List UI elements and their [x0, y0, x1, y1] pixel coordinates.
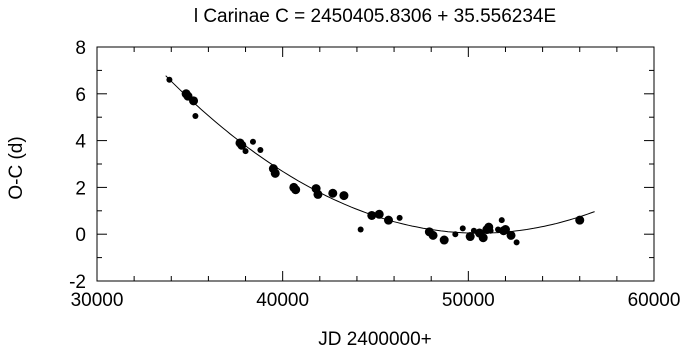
plot-area: 30000 40000 50000 60000 -2 0 2 4 6 8: [69, 38, 680, 311]
data-point: [506, 230, 516, 240]
x-tick-label: 30000: [71, 290, 124, 311]
y-tick-label: 8: [75, 38, 86, 59]
data-point: [249, 138, 256, 145]
data-point: [357, 226, 364, 233]
data-point: [192, 113, 199, 120]
data-point: [313, 189, 323, 199]
y-tick-label: -2: [69, 272, 86, 293]
y-tick-label: 6: [75, 85, 86, 106]
x-tick-label: 60000: [628, 290, 681, 311]
x-axis-label: JD 2400000+: [318, 329, 432, 350]
data-point: [487, 227, 494, 234]
data-point: [166, 76, 173, 83]
data-point: [439, 235, 449, 245]
plot-frame: [96, 46, 655, 282]
data-point: [575, 215, 585, 225]
y-tick-label: 4: [75, 132, 86, 153]
data-point: [513, 239, 520, 246]
fit-curve: [165, 75, 595, 234]
data-point: [242, 148, 249, 155]
data-point: [396, 214, 403, 221]
data-point: [459, 225, 466, 232]
x-tick-label: 40000: [256, 290, 309, 311]
y-tick-label: 2: [75, 178, 86, 199]
chart-title: l Carinae C = 2450405.8306 + 35.556234E: [194, 6, 556, 27]
data-point: [291, 185, 301, 195]
data-point: [189, 96, 199, 106]
x-tick-label: 50000: [442, 290, 495, 311]
data-point: [367, 210, 377, 220]
y-axis-label: O-C (d): [6, 136, 27, 199]
data-point: [452, 231, 459, 238]
data-point: [465, 232, 475, 242]
data-point: [270, 168, 280, 178]
data-point: [428, 230, 438, 240]
data-point: [374, 209, 384, 219]
y-tick-label: 0: [75, 225, 86, 246]
data-point: [257, 146, 264, 153]
data-point: [383, 215, 393, 225]
data-point: [478, 233, 488, 243]
data-point: [500, 225, 510, 235]
data-point: [498, 217, 505, 224]
data-point: [339, 191, 349, 201]
data-point: [328, 188, 338, 198]
data-point: [237, 140, 247, 150]
